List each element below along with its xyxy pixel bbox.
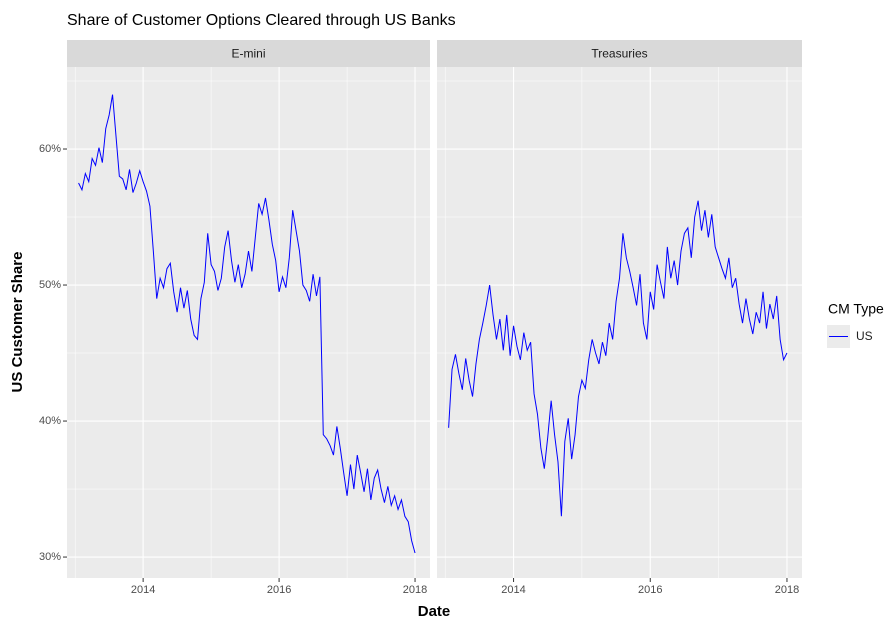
x-tick-label: 2014 <box>131 584 155 596</box>
y-tick-label: 60% <box>39 143 61 155</box>
strip <box>437 40 802 67</box>
x-axis-label: Date <box>418 603 451 620</box>
data-line <box>448 200 788 517</box>
y-tick-label: 40% <box>39 415 61 427</box>
legend-label: US <box>856 329 873 343</box>
data-line <box>78 94 416 554</box>
x-tick-label: 2014 <box>501 584 525 596</box>
x-tick-label: 2018 <box>403 584 427 596</box>
x-tick-label: 2016 <box>267 584 291 596</box>
x-tick-label: 2016 <box>638 584 662 596</box>
x-tick-label: 2018 <box>775 584 799 596</box>
strip-label: E-mini <box>231 47 265 61</box>
strip-label: Treasuries <box>591 47 647 61</box>
panel-background <box>67 67 430 578</box>
chart-title: Share of Customer Options Cleared throug… <box>67 12 456 29</box>
y-axis-label: US Customer Share <box>9 252 26 393</box>
panel-background <box>437 67 802 578</box>
strip <box>67 40 430 67</box>
y-tick-label: 30% <box>39 551 61 563</box>
y-tick-label: 50% <box>39 279 61 291</box>
legend-title: CM Type <box>828 301 884 317</box>
